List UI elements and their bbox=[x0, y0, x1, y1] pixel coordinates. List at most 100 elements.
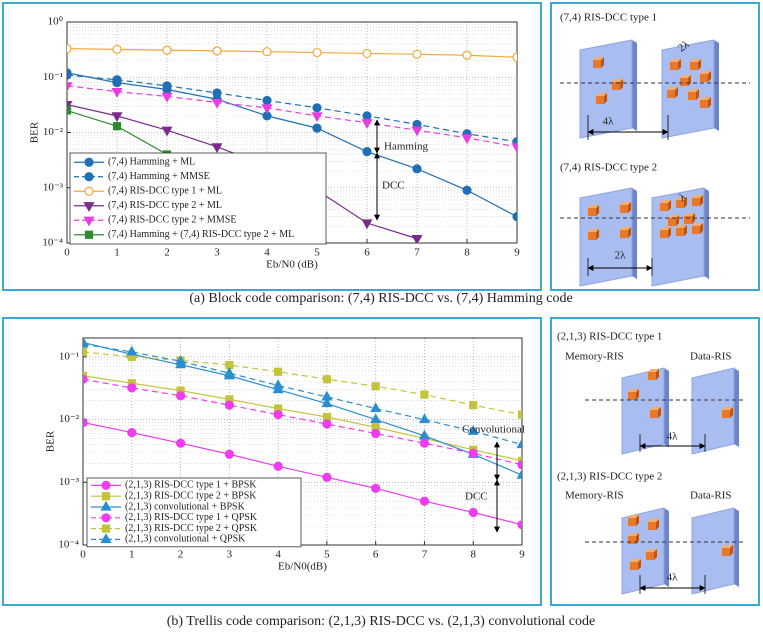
cube-front bbox=[628, 392, 636, 400]
marker bbox=[175, 355, 187, 365]
y-tick-label: 10⁻³ bbox=[43, 181, 64, 193]
marker bbox=[517, 410, 522, 419]
ris-plate bbox=[651, 187, 705, 287]
marker bbox=[101, 524, 111, 533]
legend-box bbox=[86, 477, 302, 548]
cube-top bbox=[646, 549, 657, 552]
cube-top bbox=[588, 229, 599, 232]
legend-label: (7,4) RIS-DCC type 2 + MMSE bbox=[108, 215, 236, 226]
cube-side bbox=[675, 87, 678, 98]
marker bbox=[361, 219, 373, 230]
marker bbox=[161, 92, 173, 103]
marker bbox=[273, 410, 283, 420]
cube-side bbox=[698, 59, 701, 70]
diagram-title: (2,1,3) RIS-DCC type 1 bbox=[557, 331, 662, 343]
cube-side bbox=[668, 227, 671, 238]
marker bbox=[112, 122, 122, 131]
marker bbox=[419, 438, 430, 448]
cube-top bbox=[612, 79, 623, 82]
x-tick-label: 1 bbox=[114, 247, 120, 259]
cube-top bbox=[628, 533, 639, 536]
ris-edge bbox=[664, 368, 669, 447]
marker bbox=[162, 81, 172, 91]
x-tick-label: 2 bbox=[178, 549, 184, 561]
annotation: Hamming bbox=[384, 141, 428, 153]
marker bbox=[512, 52, 517, 62]
cube-top bbox=[620, 202, 631, 205]
ris-edge bbox=[734, 368, 739, 447]
marker bbox=[362, 111, 372, 121]
marker bbox=[67, 106, 72, 115]
marker bbox=[211, 98, 223, 109]
cube-side bbox=[620, 79, 623, 90]
caption: (a) Block code comparison: (7,4) RIS-DCC… bbox=[189, 291, 572, 306]
legend-label: (7,4) Hamming + (7,4) RIS-DCC type 2 + M… bbox=[108, 229, 294, 240]
x-tick-label: 0 bbox=[64, 247, 70, 259]
diagram-title: (7,4) RIS-DCC type 2 bbox=[560, 162, 657, 174]
marker bbox=[311, 112, 323, 123]
y-tick-label: 10⁻³ bbox=[59, 476, 80, 488]
ris-label: Data-RIS bbox=[690, 351, 732, 363]
marker bbox=[112, 75, 122, 85]
marker bbox=[67, 82, 73, 93]
ris-edge bbox=[664, 508, 669, 587]
cube-front bbox=[593, 60, 601, 68]
diagrams bbox=[560, 39, 750, 595]
cube-side bbox=[700, 195, 703, 206]
marker bbox=[362, 48, 372, 59]
cube-front bbox=[692, 198, 700, 206]
marker bbox=[412, 164, 422, 174]
x-tick-label: 9 bbox=[514, 247, 520, 259]
marker bbox=[126, 345, 138, 356]
cube-side bbox=[684, 197, 687, 208]
marker bbox=[101, 480, 111, 490]
marker bbox=[371, 428, 381, 439]
marker bbox=[411, 126, 423, 137]
x-tick-label: 2 bbox=[164, 247, 170, 259]
cube-front bbox=[588, 232, 596, 240]
marker bbox=[100, 500, 112, 511]
marker bbox=[111, 112, 123, 123]
x-axis-label: Eb/N0 (dB) bbox=[266, 259, 318, 271]
marker bbox=[467, 425, 479, 435]
marker bbox=[223, 366, 235, 377]
x-tick-label: 3 bbox=[227, 549, 233, 561]
cube-top bbox=[660, 200, 671, 203]
marker bbox=[312, 103, 322, 113]
marker bbox=[461, 134, 473, 145]
marker bbox=[84, 186, 94, 196]
y-axis-label: BER bbox=[29, 121, 41, 143]
marker bbox=[67, 44, 72, 54]
marker bbox=[517, 460, 522, 470]
cube-top bbox=[722, 545, 733, 548]
cube-front bbox=[648, 522, 656, 530]
marker bbox=[162, 45, 172, 55]
marker bbox=[84, 172, 94, 182]
cube-front bbox=[620, 205, 628, 213]
cube-side bbox=[654, 549, 657, 560]
legend-label: (7,4) Hamming + ML bbox=[108, 157, 195, 168]
marker bbox=[273, 461, 283, 471]
x-tick-label: 6 bbox=[364, 247, 370, 259]
ris-plate bbox=[691, 507, 735, 595]
x-tick-label: 4 bbox=[275, 549, 281, 561]
cube-side bbox=[628, 202, 631, 213]
cube-front bbox=[676, 228, 684, 236]
cube-front bbox=[676, 200, 684, 208]
cube-top bbox=[648, 369, 659, 372]
cube-top bbox=[648, 519, 659, 522]
x-tick-label: 6 bbox=[373, 549, 379, 561]
cube-top bbox=[667, 87, 678, 90]
marker bbox=[212, 46, 222, 56]
series-line bbox=[83, 378, 522, 466]
marker bbox=[262, 95, 272, 106]
x-axis-label: Eb/N0(dB) bbox=[278, 561, 327, 573]
cube-top bbox=[630, 559, 641, 562]
cube-side bbox=[596, 205, 599, 216]
cube-front bbox=[722, 410, 730, 418]
marker bbox=[83, 216, 95, 227]
y-tick-label: 10⁻⁴ bbox=[58, 539, 79, 551]
marker bbox=[462, 185, 472, 195]
marker bbox=[419, 496, 430, 506]
